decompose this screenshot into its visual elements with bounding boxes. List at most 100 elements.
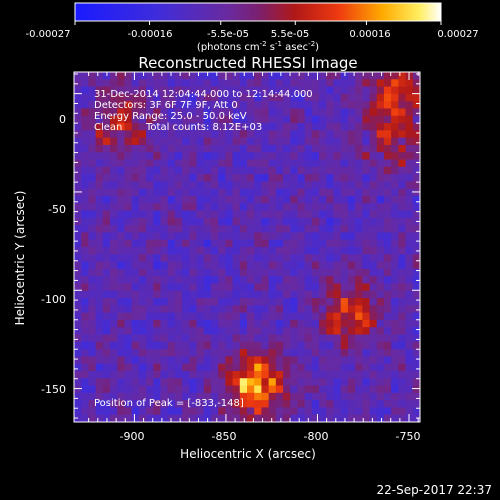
image-pixel [369,370,378,379]
image-pixel [355,123,363,131]
image-pixel [383,225,392,233]
image-pixel [340,152,349,160]
image-pixel [124,72,133,80]
image-pixel [326,108,334,117]
image-pixel [391,254,399,262]
image-pixel [261,356,270,365]
image-pixel [153,210,161,219]
image-pixel [283,195,291,204]
image-pixel [247,93,255,102]
image-pixel [340,298,349,306]
image-pixel [254,341,262,350]
image-pixel [383,115,392,124]
image-pixel [261,166,270,175]
image-pixel [275,203,284,211]
image-pixel [290,130,298,139]
image-pixel [182,349,190,357]
image-pixel [398,137,406,146]
image-pixel [283,130,291,139]
image-pixel [74,203,82,211]
image-pixel [376,86,385,95]
image-pixel [225,363,233,372]
image-pixel [268,210,277,219]
image-pixel [254,144,262,153]
image-pixel [189,247,197,255]
image-pixel [311,217,320,226]
image-pixel [81,137,89,146]
image-pixel [311,159,320,168]
image-pixel [311,188,320,197]
image-pixel [376,334,385,343]
image-pixel [131,130,140,139]
image-pixel [174,181,183,190]
image-pixel [391,363,399,372]
image-pixel [297,137,306,146]
image-pixel [131,385,140,394]
colorbar-units: (photons cm-2 s-1 asec-2) [197,40,319,53]
image-pixel [189,363,197,372]
image-pixel [347,137,356,146]
image-pixel [174,101,183,109]
image-pixel [196,356,205,365]
image-pixel [225,319,233,328]
image-pixel [412,341,420,350]
image-pixel [182,225,190,233]
image-pixel [102,305,111,314]
image-pixel [326,239,334,248]
image-pixel [275,232,284,241]
image-pixel [174,239,183,248]
image-pixel [210,298,219,306]
image-pixel [196,115,205,124]
image-pixel [261,392,270,401]
image-pixel [153,370,161,379]
image-pixel [261,385,270,394]
image-pixel [232,108,241,117]
image-pixel [88,225,97,233]
image-pixel [405,181,414,190]
image-pixel [261,349,270,357]
image-pixel [196,225,205,233]
image-pixel [391,356,399,365]
image-pixel [355,349,363,357]
image-pixel [160,290,169,299]
image-pixel [283,181,291,190]
image-pixel [210,93,219,102]
image-pixel [196,319,205,328]
image-pixel [102,137,111,146]
image-pixel [319,290,327,299]
image-pixel [225,101,233,109]
image-pixel [88,407,97,416]
image-pixel [167,392,176,401]
image-pixel [138,210,147,219]
image-pixel [196,254,205,262]
image-pixel [138,79,147,87]
image-pixel [333,203,342,211]
image-pixel [340,319,349,328]
image-pixel [347,378,356,386]
image-pixel [81,181,89,190]
image-pixel [283,385,291,394]
image-pixel [383,290,392,299]
image-pixel [110,217,118,226]
image-pixel [283,319,291,328]
image-pixel [81,108,89,117]
image-pixel [232,290,241,299]
image-pixel [369,400,378,408]
image-pixel [319,217,327,226]
image-pixel [326,305,334,314]
image-pixel [174,137,183,146]
image-pixel [117,166,125,175]
image-pixel [405,210,414,219]
image-pixel [247,108,255,117]
image-pixel [239,72,248,80]
image-pixel [297,195,306,204]
image-pixel [131,195,140,204]
image-pixel [362,400,370,408]
image-pixel [196,152,205,160]
image-pixel [182,370,190,379]
image-pixel [88,123,97,131]
image-pixel [347,232,356,241]
image-pixel [138,268,147,277]
image-pixel [218,407,226,416]
image-pixel [326,385,334,394]
